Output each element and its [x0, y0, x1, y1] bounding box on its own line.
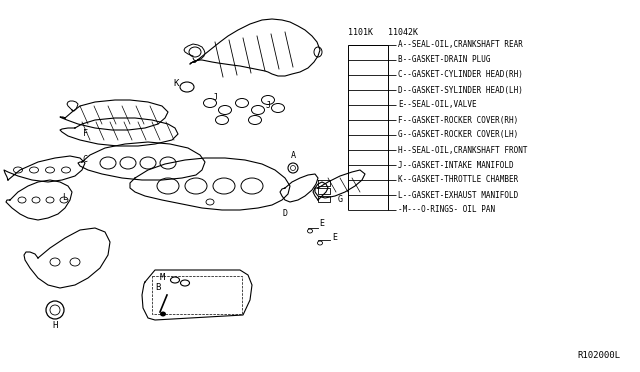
Text: J--GASKET-INTAKE MANIFOLD: J--GASKET-INTAKE MANIFOLD [398, 160, 514, 170]
Text: E: E [319, 219, 324, 228]
Text: -M---O-RINGS- OIL PAN: -M---O-RINGS- OIL PAN [398, 205, 495, 215]
Text: R102000L: R102000L [577, 351, 620, 360]
Text: J: J [266, 100, 271, 109]
Text: J: J [212, 93, 218, 102]
Text: L: L [63, 193, 67, 202]
Text: A--SEAL-OIL,CRANKSHAFT REAR: A--SEAL-OIL,CRANKSHAFT REAR [398, 41, 523, 49]
Text: G--GASKET-ROCKER COVER(LH): G--GASKET-ROCKER COVER(LH) [398, 131, 518, 140]
Text: 1101K: 1101K [348, 28, 373, 37]
Text: H: H [52, 321, 58, 330]
Text: B: B [156, 283, 161, 292]
Text: C: C [83, 155, 88, 164]
Ellipse shape [160, 311, 166, 317]
Text: 11042K: 11042K [388, 28, 418, 37]
Text: E--SEAL-OIL,VALVE: E--SEAL-OIL,VALVE [398, 100, 477, 109]
Text: L--GASKET-EXHAUST MANIFOLD: L--GASKET-EXHAUST MANIFOLD [398, 190, 518, 199]
Text: E: E [333, 232, 337, 241]
Text: K--GASKET-THROTTLE CHAMBER: K--GASKET-THROTTLE CHAMBER [398, 176, 518, 185]
Text: A: A [291, 151, 296, 160]
Text: M: M [159, 273, 164, 282]
Text: D--GASKET-SYLINDER HEAD(LH): D--GASKET-SYLINDER HEAD(LH) [398, 86, 523, 94]
Text: K: K [173, 80, 179, 89]
Text: B--GASKET-DRAIN PLUG: B--GASKET-DRAIN PLUG [398, 55, 490, 64]
Text: G: G [337, 196, 342, 205]
Text: F: F [83, 128, 88, 138]
Text: C--GASKET-CYLINDER HEAD(RH): C--GASKET-CYLINDER HEAD(RH) [398, 71, 523, 80]
Text: H--SEAL-OIL,CRANKSHAFT FRONT: H--SEAL-OIL,CRANKSHAFT FRONT [398, 145, 527, 154]
Text: D: D [282, 208, 287, 218]
Text: F--GASKET-ROCKER COVER(RH): F--GASKET-ROCKER COVER(RH) [398, 115, 518, 125]
